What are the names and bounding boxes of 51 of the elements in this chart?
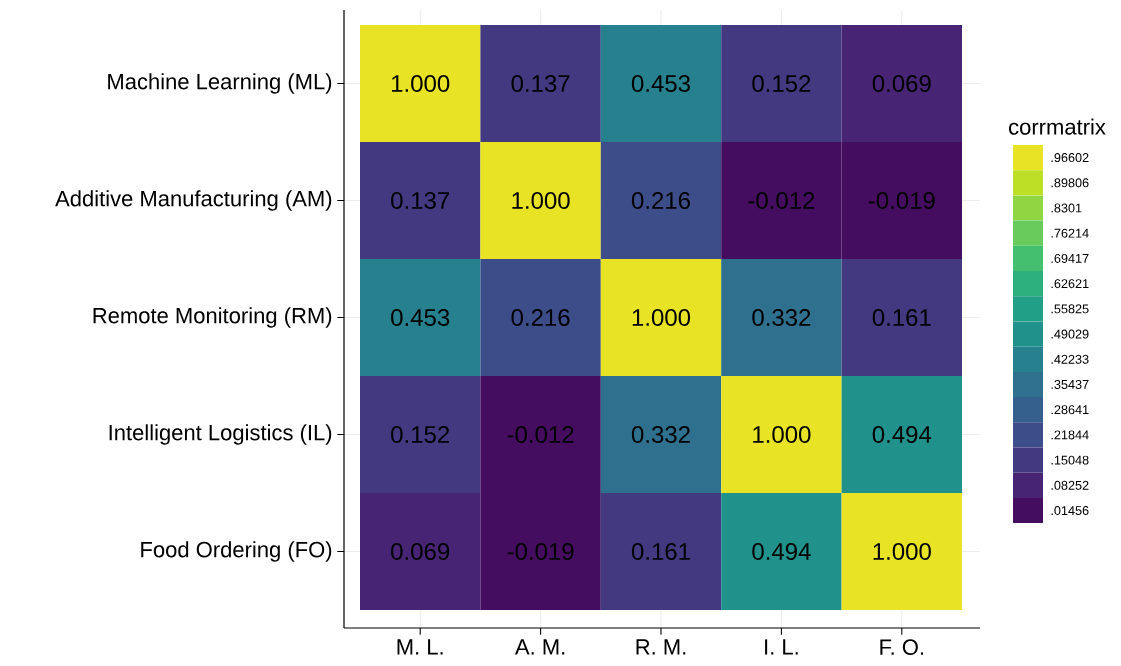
data-label: -0.012 — [748, 191, 815, 209]
color-bar-label: .08252 — [1051, 480, 1089, 490]
y-tick-label: Intelligent Logistics (IL) — [109, 424, 332, 445]
data-label: 0.137 — [511, 74, 570, 92]
color-bar-label: .89806 — [1051, 178, 1089, 188]
data-label: 0.494 — [752, 542, 811, 560]
data-label: 0.332 — [631, 425, 690, 443]
data-label: 0.161 — [872, 308, 931, 326]
x-tick-label: A. M. — [514, 639, 565, 655]
x-tick-label: R. M. — [636, 639, 686, 655]
color-bar-label: .8301 — [1051, 203, 1082, 213]
data-label: 0.137 — [391, 191, 450, 209]
x-tick-label: I. L. — [765, 639, 798, 655]
color-bar-label: .55825 — [1051, 304, 1089, 314]
data-label: -0.019 — [868, 191, 935, 209]
color-bar-label: .76214 — [1051, 228, 1089, 238]
x-tick-label: M. L. — [397, 639, 443, 655]
data-label: 1.000 — [753, 425, 811, 443]
x-tick-label: F. O. — [880, 639, 924, 655]
color-bar-label: .42233 — [1051, 354, 1089, 364]
data-label: 0.161 — [631, 542, 690, 560]
color-bar-title: corrmatrix — [1009, 118, 1106, 135]
data-label: -0.019 — [507, 542, 574, 560]
color-bar-label: .35437 — [1051, 380, 1089, 389]
data-label: 1.000 — [512, 191, 570, 209]
data-label: 0.216 — [511, 308, 570, 326]
data-label: -0.012 — [507, 425, 574, 443]
data-label: 1.000 — [391, 74, 450, 92]
color-bar-label: .28641 — [1051, 405, 1089, 415]
data-label: 0.216 — [631, 191, 690, 209]
data-label: 0.069 — [872, 74, 931, 92]
y-tick-label: Additive Manufacturing (AM) — [55, 190, 332, 211]
color-bar-label: .62621 — [1051, 279, 1089, 289]
data-label: 0.152 — [752, 74, 811, 92]
color-bar-label: .69417 — [1051, 253, 1089, 263]
data-label: 0.152 — [391, 425, 450, 443]
color-bar-label: .96602 — [1051, 153, 1089, 163]
y-tick-label: Remote Monitoring (RM) — [93, 307, 332, 328]
color-bar-label: .49029 — [1051, 329, 1089, 339]
color-bar-label: .21844 — [1051, 430, 1089, 440]
data-label: 0.069 — [391, 542, 450, 560]
color-bar-label: .01456 — [1051, 506, 1089, 516]
data-label: 0.453 — [631, 74, 690, 92]
color-bar-label: .15048 — [1051, 455, 1089, 465]
data-label: 1.000 — [632, 308, 691, 326]
y-tick-label: Machine Learning (ML) — [108, 73, 332, 94]
data-label: 0.332 — [752, 308, 811, 326]
data-label: 0.453 — [391, 308, 450, 326]
y-tick-label: Food Ordering (FO) — [141, 541, 332, 562]
data-label: 1.000 — [873, 542, 931, 560]
data-label: 0.494 — [872, 425, 932, 443]
